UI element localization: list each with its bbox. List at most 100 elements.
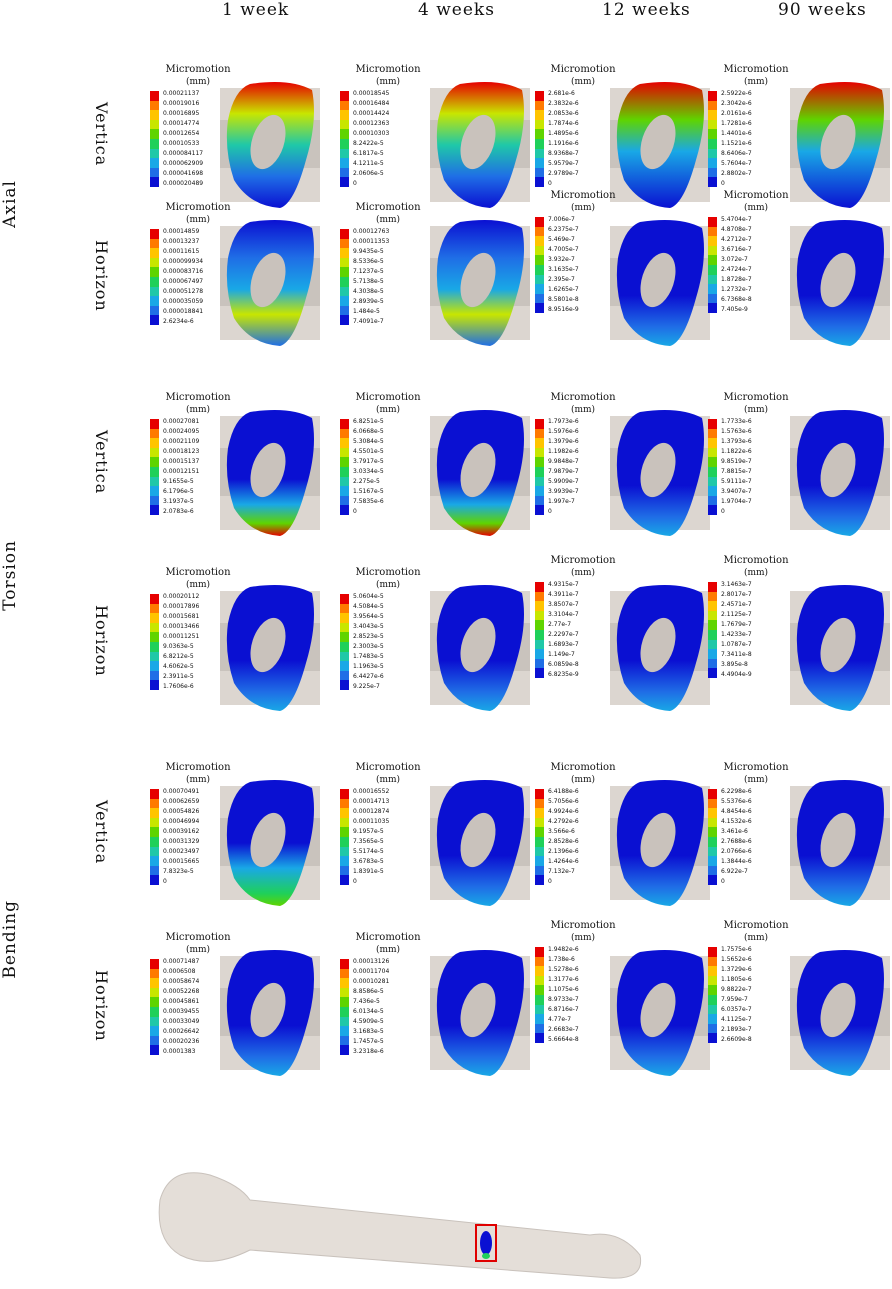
color-swatch <box>708 966 717 976</box>
legend-unit: (mm) <box>185 580 211 590</box>
color-swatch <box>708 264 717 275</box>
micromotion-legend: Micromotion (mm) 1.7973e-6 1.5976e-6 1.3979e… <box>535 392 631 515</box>
color-swatch <box>708 1014 717 1024</box>
color-swatch <box>150 110 159 120</box>
color-swatch <box>708 217 717 227</box>
legend-values: 0.00012763 0.00011353 9.9435e-5 8.5336e-5 7.… <box>353 229 389 325</box>
legend-value: 1.5763e-6 <box>721 428 752 435</box>
legend-value: 2.681e-6 <box>548 90 575 97</box>
color-swatch <box>340 875 349 885</box>
color-swatch <box>535 486 544 496</box>
color-swatch <box>708 177 717 187</box>
legend-title: Micromotion <box>723 190 789 201</box>
legend-value: 0.00039162 <box>163 828 200 835</box>
legend-value: 0.00011615 <box>163 248 200 255</box>
legend-value: 1.9704e-7 <box>721 498 752 505</box>
legend-unit: (mm) <box>570 203 596 213</box>
legend-value: 4.5084e-5 <box>353 603 384 610</box>
color-swatch <box>150 91 159 101</box>
legend-unit: (mm) <box>570 568 596 578</box>
color-swatch <box>150 286 159 297</box>
legend-value: 5.3084e-5 <box>353 438 384 445</box>
color-swatch <box>340 641 349 652</box>
color-swatch <box>535 264 544 275</box>
legend-value: 1.7973e-6 <box>548 418 579 425</box>
implant-hole <box>250 617 286 673</box>
legend-value: 2.6234e-6 <box>163 318 194 325</box>
color-swatch <box>535 1033 544 1043</box>
legend-value: 3.566e-6 <box>548 828 575 835</box>
color-scale: 0.00016552 0.00014713 0.00012874 0.00011035… <box>340 789 436 885</box>
legend-value: 2.4724e-7 <box>721 266 752 273</box>
color-scale: 0.00027081 0.00024095 0.00021109 0.00018123… <box>150 419 246 515</box>
legend-value: 0.00039455 <box>163 1008 200 1015</box>
legend-value: 1.5167e-5 <box>353 488 384 495</box>
legend-values: 6.4188e-6 5.7056e-6 4.9924e-6 4.2792e-6 3.56… <box>548 789 579 885</box>
color-scale: 2.5922e-6 2.3042e-6 2.0161e-6 1.7281e-6 1.44… <box>708 91 804 187</box>
legend-value: 0.00015681 <box>163 613 200 620</box>
color-swatch <box>150 305 159 316</box>
legend-value: 7.959e-7 <box>721 996 748 1003</box>
color-swatch <box>340 1026 349 1036</box>
color-swatch <box>150 257 159 268</box>
color-swatch <box>708 293 717 304</box>
legend-title: Micromotion <box>165 64 231 75</box>
color-swatch <box>708 629 717 640</box>
legend-value: 9.8822e-7 <box>721 986 752 993</box>
color-swatch <box>708 158 717 168</box>
color-swatch <box>535 245 544 256</box>
legend-value: 2.3042e-6 <box>721 100 752 107</box>
legend-value: 4.4904e-9 <box>721 671 752 678</box>
legend-value: 1.149e-7 <box>548 651 575 658</box>
micromotion-legend: Micromotion (mm) 0.00014859 0.00013237 0.000… <box>150 202 246 325</box>
legend-value: 0.00013126 <box>353 958 390 965</box>
legend-values: 6.2298e-6 5.5376e-6 4.8454e-6 4.1532e-6 3.46… <box>721 789 752 885</box>
color-swatch <box>535 438 544 448</box>
color-swatch <box>708 827 717 837</box>
color-swatch <box>340 305 349 316</box>
legend-value: 1.484e-5 <box>353 308 380 315</box>
legend-value: 2.4571e-7 <box>721 601 752 608</box>
color-swatch <box>340 229 349 239</box>
color-swatch <box>535 827 544 837</box>
legend-title: Micromotion <box>355 762 421 773</box>
legend-value: 5.469e-7 <box>548 236 575 243</box>
color-scale: 6.4188e-6 5.7056e-6 4.9924e-6 4.2792e-6 3.56… <box>535 789 631 885</box>
legend-value: 2.7688e-6 <box>721 838 752 845</box>
legend-value: 7.3411e-8 <box>721 651 752 658</box>
color-swatch <box>340 438 349 448</box>
legend-value: 2.8017e-7 <box>721 591 752 598</box>
color-swatch <box>340 129 349 139</box>
color-swatch <box>708 129 717 139</box>
legend-value: 7.405e-9 <box>721 306 748 313</box>
legend-values: 1.9482e-6 1.738e-6 1.5278e-6 1.3177e-6 1.107… <box>548 947 579 1043</box>
implant-hole <box>460 114 496 170</box>
legend-title: Micromotion <box>550 762 616 773</box>
micromotion-legend: Micromotion (mm) 4.9315e-7 4.3911e-7 3.8507e… <box>535 555 631 678</box>
legend-title: Micromotion <box>723 920 789 931</box>
legend-value: 1.1916e-6 <box>548 140 579 147</box>
legend-unit: (mm) <box>375 215 401 225</box>
legend-unit: (mm) <box>570 77 596 87</box>
legend-value: 0.00012151 <box>163 468 200 475</box>
fe-model-render <box>610 780 710 906</box>
legend-value: 3.1635e-7 <box>548 266 579 273</box>
color-swatch <box>340 827 349 837</box>
legend-value: 0.00020236 <box>163 1038 200 1045</box>
micromotion-legend: Micromotion (mm) 6.4188e-6 5.7056e-6 4.9924e… <box>535 762 631 885</box>
color-swatch <box>535 476 544 487</box>
legend-value: 0.00014424 <box>353 110 390 117</box>
legend-value: 7.3565e-5 <box>353 838 384 845</box>
color-swatch <box>150 419 159 429</box>
legend-value: 8.5336e-5 <box>353 258 384 265</box>
implant-hole <box>640 812 676 868</box>
color-swatch <box>535 591 544 602</box>
legend-value: 0.00013237 <box>163 238 200 245</box>
color-swatch <box>150 466 159 477</box>
legend-value: 4.6062e-5 <box>163 663 194 670</box>
color-swatch <box>150 438 159 448</box>
color-swatch <box>708 668 717 678</box>
legend-value: 3.1937e-5 <box>163 498 194 505</box>
femur-bone <box>158 1172 642 1279</box>
color-swatch <box>708 428 717 439</box>
